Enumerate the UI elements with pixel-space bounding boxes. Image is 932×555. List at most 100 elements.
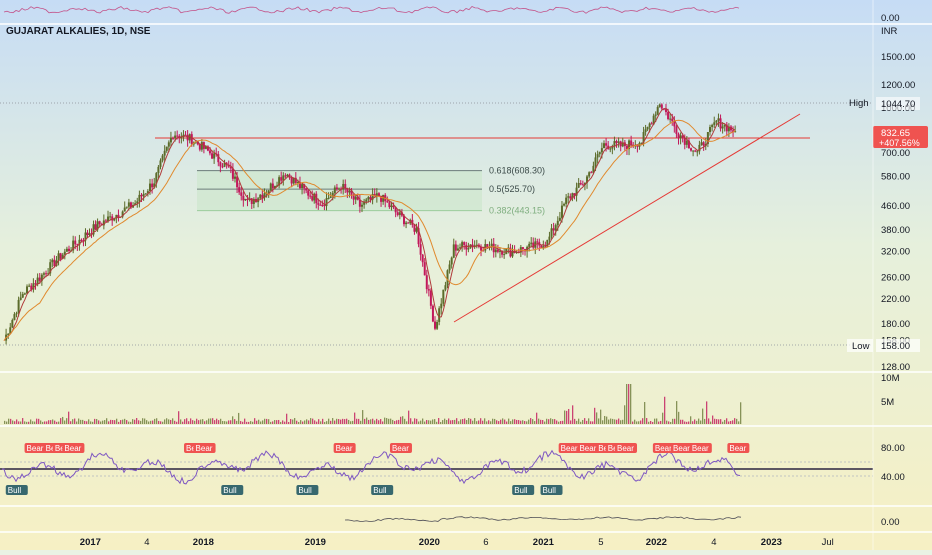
candle-body bbox=[596, 154, 599, 158]
volume-bar bbox=[24, 421, 26, 424]
candle-body bbox=[11, 320, 14, 328]
volume-bar bbox=[86, 421, 88, 424]
candle-body bbox=[528, 243, 531, 247]
time-axis-tick: 6 bbox=[483, 537, 488, 548]
price-axis-tick: 380.00 bbox=[881, 225, 910, 236]
candle-body bbox=[671, 118, 674, 122]
candle-body bbox=[625, 146, 628, 150]
candle-body bbox=[396, 212, 399, 215]
volume-bar bbox=[350, 421, 352, 424]
volume-bar bbox=[66, 418, 68, 424]
price-axis-tick: 1200.00 bbox=[881, 80, 915, 91]
candle-body bbox=[348, 190, 351, 193]
candle-body bbox=[188, 134, 191, 141]
candle-body bbox=[198, 144, 201, 150]
candle-body bbox=[161, 155, 164, 161]
candle-body bbox=[571, 193, 574, 199]
volume-bar bbox=[370, 419, 372, 424]
volume-bar bbox=[262, 420, 264, 424]
candle-body bbox=[184, 134, 187, 136]
volume-bar bbox=[308, 420, 310, 424]
candle-body bbox=[544, 246, 547, 248]
bull-badge bbox=[512, 485, 535, 495]
volume-bar bbox=[102, 420, 104, 424]
candle-body bbox=[163, 150, 166, 156]
candle-body bbox=[727, 126, 730, 132]
candle-body bbox=[363, 201, 366, 205]
bull-badge bbox=[540, 485, 563, 495]
price-axis-tick: 700.00 bbox=[881, 148, 910, 159]
volume-bar bbox=[620, 420, 622, 424]
candle-body bbox=[271, 183, 274, 189]
candle-body bbox=[338, 188, 341, 190]
candle-body bbox=[377, 193, 380, 196]
volume-bar bbox=[584, 418, 586, 424]
candle-body bbox=[146, 191, 149, 194]
candle-body bbox=[335, 187, 338, 190]
bear-badge bbox=[558, 443, 581, 453]
candle-body bbox=[675, 126, 678, 134]
candle-body bbox=[465, 244, 468, 250]
candle-body bbox=[394, 207, 397, 213]
candle-body bbox=[342, 183, 345, 190]
volume-bar bbox=[124, 418, 126, 424]
candle-body bbox=[278, 177, 281, 186]
volume-bar bbox=[14, 421, 16, 424]
candle-body bbox=[685, 140, 688, 145]
candle-body bbox=[425, 275, 428, 290]
volume-bar bbox=[484, 418, 486, 424]
volume-bar bbox=[52, 419, 54, 424]
candle-body bbox=[617, 141, 620, 143]
volume-bar bbox=[284, 421, 286, 424]
volume-bar bbox=[12, 420, 14, 424]
volume-bar bbox=[250, 421, 252, 424]
volume-bar bbox=[236, 420, 238, 424]
volume-bar bbox=[96, 418, 98, 424]
candle-body bbox=[709, 127, 712, 133]
candle-body bbox=[480, 246, 483, 251]
moving-average-fast bbox=[3, 107, 736, 341]
candle-body bbox=[415, 228, 418, 232]
candle-body bbox=[45, 273, 48, 275]
volume-bar bbox=[390, 418, 392, 424]
candle-body bbox=[125, 206, 128, 208]
time-axis-tick: 2018 bbox=[193, 537, 214, 548]
candle-body bbox=[90, 233, 93, 235]
bear-badge bbox=[671, 443, 694, 453]
candle-body bbox=[496, 249, 499, 252]
volume-bar bbox=[416, 418, 418, 424]
volume-bar bbox=[516, 419, 518, 424]
volume-bar bbox=[364, 418, 366, 424]
volume-bar bbox=[668, 421, 670, 424]
bull-badge bbox=[371, 485, 394, 495]
volume-bar bbox=[170, 419, 172, 424]
volume-bar bbox=[592, 421, 594, 424]
volume-bar bbox=[732, 420, 734, 424]
volume-bar bbox=[172, 418, 174, 424]
volume-bar bbox=[198, 420, 200, 424]
candle-body bbox=[325, 198, 328, 207]
candle-body bbox=[30, 285, 33, 290]
volume-bar bbox=[418, 421, 420, 424]
volume-bar bbox=[158, 420, 160, 424]
volume-bar bbox=[414, 418, 416, 424]
volume-bar bbox=[174, 420, 176, 424]
candle-body bbox=[142, 193, 145, 197]
volume-bar bbox=[180, 419, 182, 424]
volume-bar bbox=[120, 420, 122, 424]
volume-bar bbox=[118, 421, 120, 424]
candle-body bbox=[407, 222, 410, 224]
volume-bar bbox=[628, 384, 630, 424]
bear-label: Bear bbox=[729, 444, 746, 453]
bear-label: Bear bbox=[561, 444, 578, 453]
volume-bar bbox=[396, 420, 398, 424]
volume-bar bbox=[296, 420, 298, 424]
candle-body bbox=[386, 201, 389, 203]
volume-bar bbox=[692, 421, 694, 424]
candle-body bbox=[63, 251, 66, 255]
candle-body bbox=[327, 197, 330, 199]
volume-bar bbox=[404, 418, 406, 424]
volume-bar bbox=[478, 420, 480, 424]
candle-body bbox=[151, 183, 154, 188]
